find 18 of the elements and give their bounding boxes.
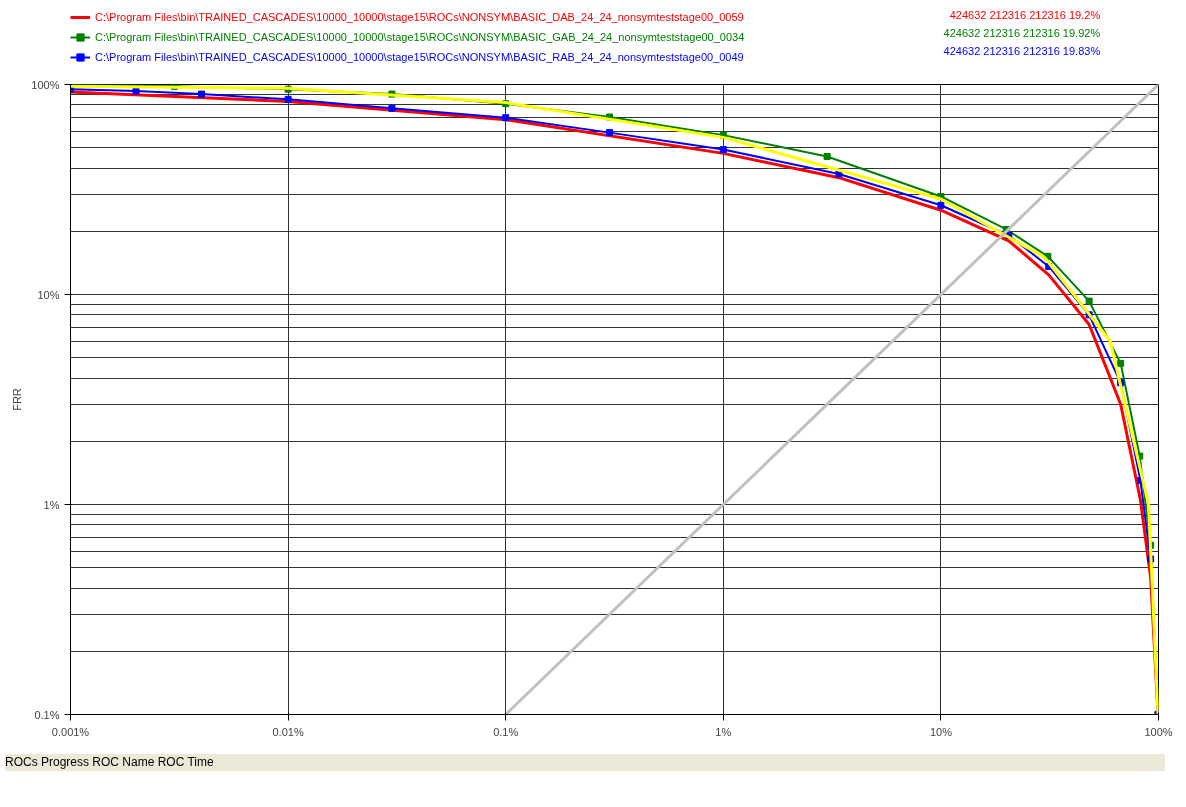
y-tick-label: 0.1%: [34, 708, 60, 721]
y-tick-label: 10%: [37, 288, 60, 301]
x-tick-label: 1%: [715, 725, 732, 738]
text: ROCs Progress ROC Name ROC Time: [5, 754, 1165, 772]
legend-label: C:\Program Files\bin\TRAINED_CASCADES\10000_10000\stage15\ROCs\NONSYM\BASIC_DAB_24_24_nonsymteststage00_0059: [95, 10, 744, 25]
x-tick-label: 10%: [929, 725, 953, 738]
x-tick-label: 0.001%: [51, 725, 90, 738]
text: 424632 212316 212316 19.83%: [943, 44, 1101, 57]
text: 424632 212316 212316 19.2%: [949, 8, 1101, 21]
x-tick-label: 100%: [1144, 725, 1173, 738]
y-tick-label: 100%: [31, 78, 60, 91]
y-axis-title: FRR: [11, 388, 24, 411]
x-tick-label: 0.1%: [493, 725, 519, 738]
legend-label: C:\Program Files\bin\TRAINED_CASCADES\10000_10000\stage15\ROCs\NONSYM\BASIC_GAB_24_24_nonsymteststage00_0034: [95, 30, 745, 45]
text: 424632 212316 212316 19.92%: [943, 26, 1101, 39]
y-tick-label: 1%: [43, 498, 60, 511]
x-tick-label: 0.01%: [272, 725, 304, 738]
legend-label: C:\Program Files\bin\TRAINED_CASCADES\10000_10000\stage15\ROCs\NONSYM\BASIC_RAB_24_24_nonsymteststage00_0049: [95, 50, 744, 65]
